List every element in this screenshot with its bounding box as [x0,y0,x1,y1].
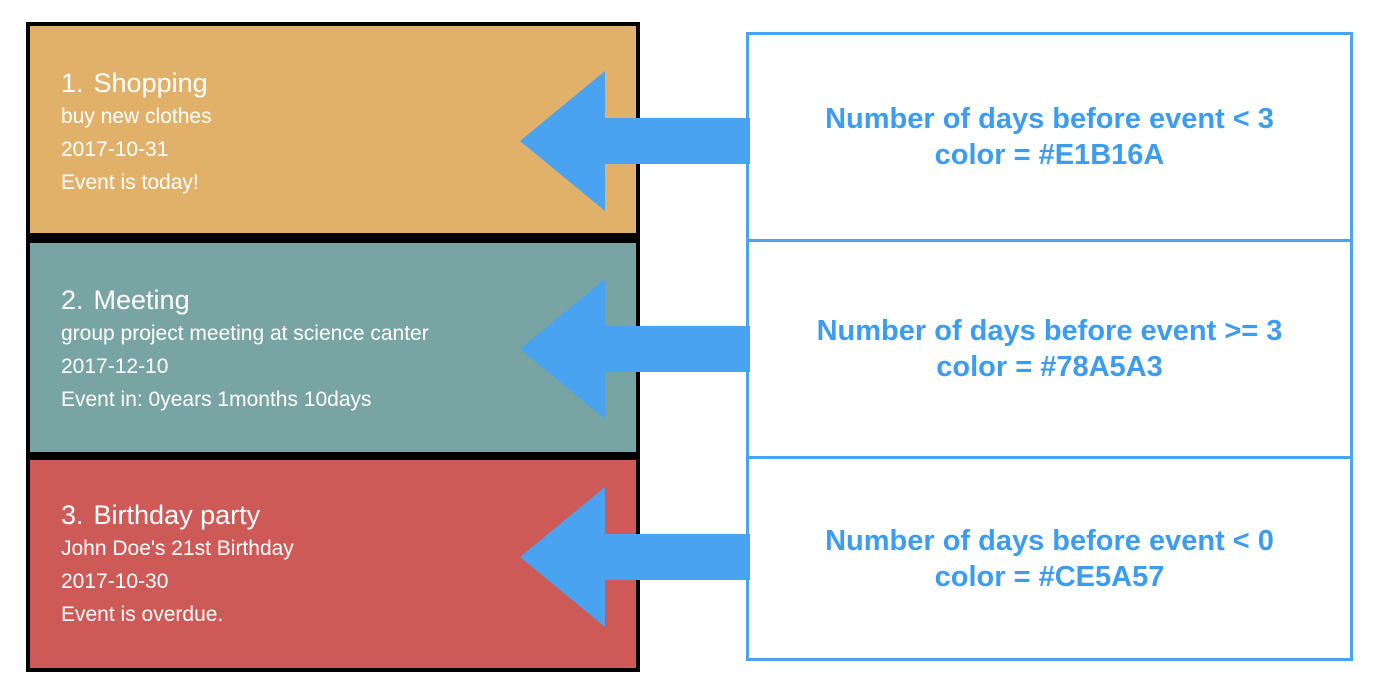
event-card-body: 3. Birthday party John Doe's 21st Birthda… [61,498,294,631]
event-title-text: Shopping [93,68,208,98]
rule-divider [749,239,1350,242]
event-date: 2017-10-31 [61,138,169,161]
event-title-text: Meeting [93,285,190,315]
event-status: Event is today! [61,171,199,194]
arrow-left-icon [520,487,750,627]
rule-color: color = #78A5A3 [936,351,1163,383]
event-card-body: 2. Meeting group project meeting at scien… [61,283,531,416]
rule-condition: Number of days before event < 0 [825,524,1274,557]
color-rules-panel: Number of days before event < 3 color = … [746,32,1353,661]
rule-color: color = #CE5A57 [934,560,1165,593]
event-title-text: Birthday party [93,500,261,530]
event-description: buy new clothes [61,105,212,128]
rule-divider [749,456,1350,459]
color-rule: Number of days before event >= 3 color =… [749,242,1350,456]
event-description: John Doe's 21st Birthday [61,537,294,560]
event-status: Event is overdue. [61,603,224,626]
event-title: 1. Shopping [61,66,212,100]
event-status: Event in: 0years 1months 10days [61,388,372,411]
event-date: 2017-12-10 [61,355,169,378]
event-title: 2. Meeting [61,283,531,317]
event-number: 2. [61,285,84,315]
arrow-left-icon [520,71,750,211]
arrow-left-icon [520,279,750,419]
rule-condition: Number of days before event < 3 [825,103,1274,135]
event-date: 2017-10-30 [61,570,169,593]
event-number: 1. [61,68,84,98]
event-title: 3. Birthday party [61,498,294,532]
event-description: group project meeting at science canter [61,322,429,345]
rule-color: color = #E1B16A [934,139,1165,171]
rule-condition: Number of days before event >= 3 [816,315,1283,347]
event-card-body: 1. Shopping buy new clothes 2017-10-31 Ev… [61,66,212,199]
color-rule: Number of days before event < 3 color = … [749,35,1350,239]
event-number: 3. [61,500,84,530]
color-rule: Number of days before event < 0 color = … [749,459,1350,658]
